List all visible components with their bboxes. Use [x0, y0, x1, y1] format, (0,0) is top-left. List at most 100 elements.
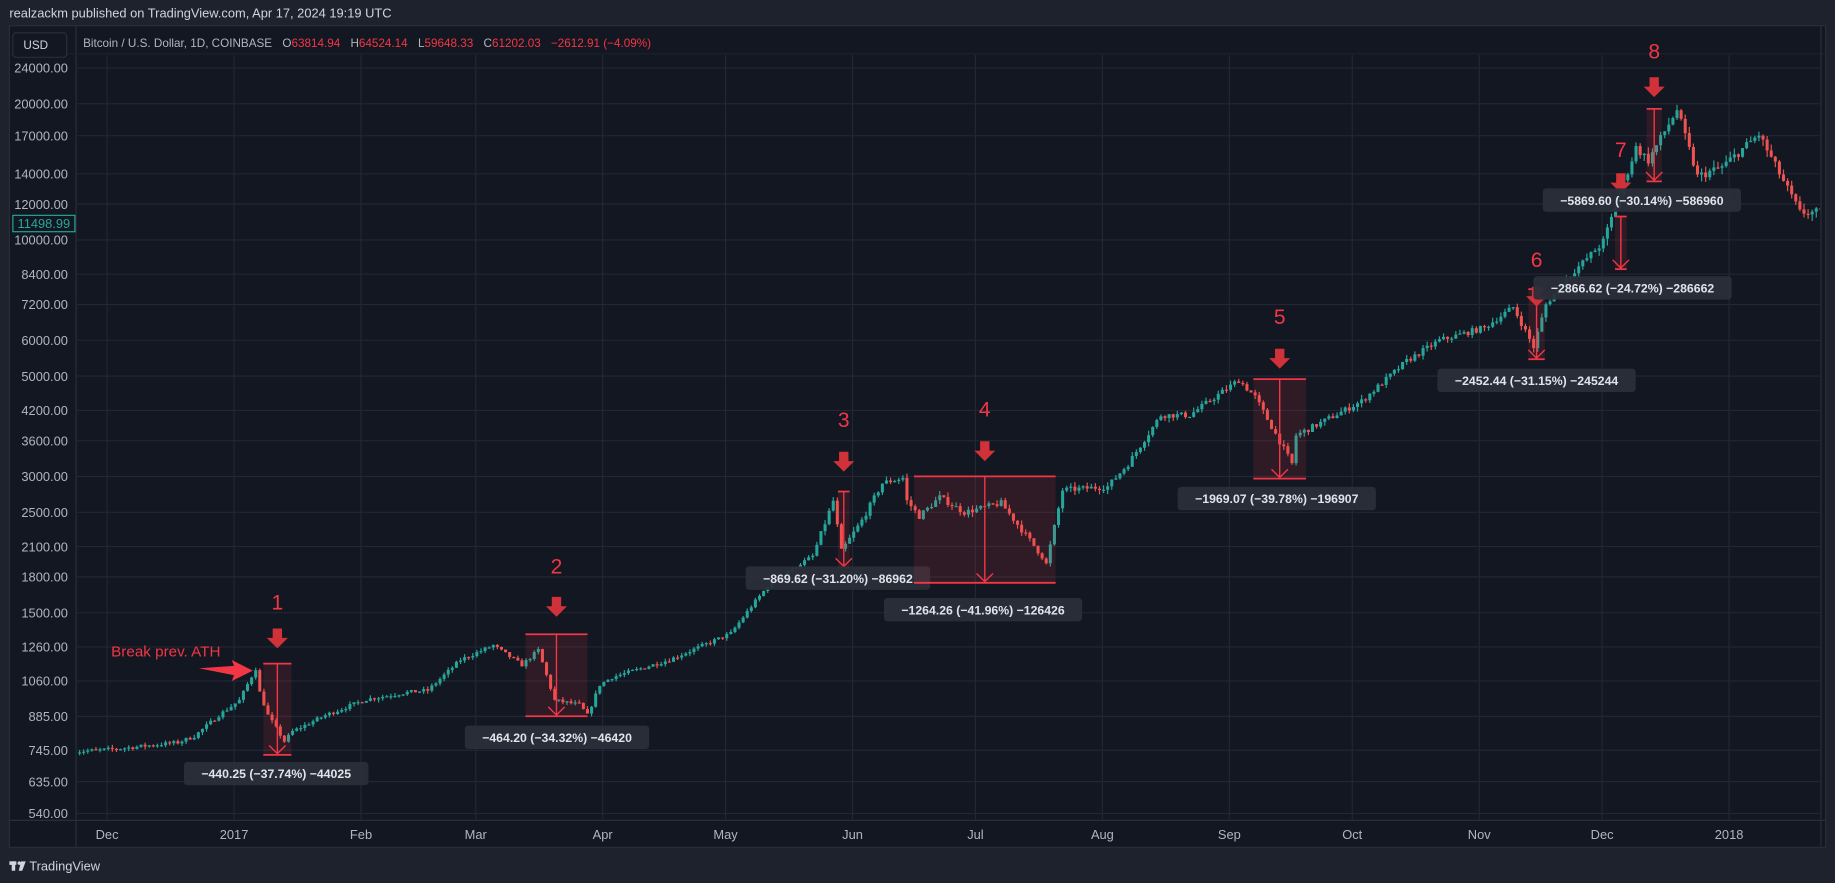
candle-up [819, 530, 823, 546]
candle-up [749, 605, 753, 613]
candle-up [1110, 479, 1114, 490]
drawdown-7[interactable]: 7 −2866.62 (−24.72%) −286662 [1533, 139, 1732, 300]
time-axis[interactable]: Dec 2017 Feb Mar Apr May Jun Jul Aug Sep Oct Nov Dec… [96, 827, 1744, 842]
candle-body [446, 669, 450, 675]
candle-body [229, 706, 233, 711]
drawdown-2[interactable]: 2 −464.20 (−34.32%) −46420 [464, 555, 650, 749]
candle-up [1491, 317, 1495, 329]
candle-body [1757, 135, 1761, 138]
candle-down [372, 697, 377, 702]
candle-up [1052, 524, 1056, 546]
candle-up [254, 667, 258, 680]
drawdown-5[interactable]: 5 −1969.07 (−39.78%) −196907 [1177, 306, 1376, 511]
candle-up [463, 654, 467, 663]
drawdown-4[interactable]: 4 −1264.26 (−41.96%) −126426 [883, 399, 1083, 622]
price-tick-label: 635.00 [29, 774, 68, 789]
candle-up [1589, 251, 1593, 263]
candle-body [1147, 435, 1151, 443]
currency-button[interactable]: USD [12, 32, 68, 58]
candle-down [1695, 160, 1700, 178]
candle-down [1286, 442, 1290, 457]
symbol-legend: Bitcoin / U.S. Dollar, 1D, COINBASE O638… [83, 37, 651, 50]
candle-body [864, 515, 868, 520]
drawdown-label: −1264.26 (−41.96%) −126426 [901, 603, 1065, 617]
price-tick-label: 1800.00 [21, 570, 67, 585]
candle-up [315, 716, 319, 722]
candle-up [311, 719, 315, 727]
candle-body [409, 690, 413, 692]
candle-up [1454, 331, 1458, 339]
candle-body [979, 505, 983, 509]
candle-down [909, 496, 913, 511]
candle-down [1364, 398, 1368, 403]
candle-body [999, 500, 1003, 507]
candle-up [1220, 387, 1224, 394]
candle-body [291, 730, 295, 735]
candle-down [1446, 336, 1450, 343]
candle-body [1229, 384, 1233, 390]
candle-up [221, 709, 225, 720]
tradingview-logo[interactable]: TradingView [9, 859, 101, 874]
candle-body [1274, 429, 1278, 434]
candle-down [131, 746, 135, 751]
candle-up [1106, 482, 1110, 495]
candle-body [848, 537, 852, 544]
candle-body [1691, 146, 1695, 166]
candle-up [1130, 452, 1134, 467]
candle-up [1487, 325, 1491, 331]
candle-up [594, 690, 598, 708]
candle-up [1720, 163, 1724, 175]
price-tick-label: 3000.00 [21, 469, 67, 484]
time-tick-label: May [713, 827, 738, 842]
candle-down [1761, 134, 1765, 146]
candle-up [1597, 244, 1601, 256]
measure-arrowhead [1527, 349, 1546, 360]
candle-down [1315, 424, 1319, 429]
drawdown-3[interactable]: 3 −869.62 (−31.20%) −86962 [745, 409, 931, 590]
price-tick-label: 540.00 [29, 806, 68, 821]
measure-arrowhead [1645, 171, 1663, 182]
candle-body [692, 648, 696, 653]
candle-body [1528, 329, 1532, 339]
drawdown-6[interactable]: 6 −2452.44 (−31.15%) −245244 [1437, 249, 1636, 393]
candle-body [889, 480, 893, 483]
candle-down [1786, 178, 1790, 192]
candle-down [1290, 453, 1294, 465]
candle-body [323, 715, 327, 718]
candle-body [1433, 341, 1437, 347]
candle-up [102, 748, 106, 751]
candle-up [626, 668, 630, 675]
low-value: 59648.33 [424, 37, 473, 50]
ath-note[interactable]: Break prev. ATH [111, 644, 253, 682]
candle-up [966, 506, 970, 518]
candle-body [270, 714, 274, 721]
candle-up [454, 660, 458, 668]
candle-up [82, 749, 86, 755]
candle-body [1376, 384, 1380, 392]
candle-up [807, 555, 811, 561]
candle-body [200, 728, 204, 733]
candle-body [803, 560, 807, 565]
drawdown-8[interactable]: 8 −5869.60 (−30.14%) −586960 [1542, 41, 1742, 212]
candle-body [606, 679, 610, 682]
time-tick-label: Oct [1342, 827, 1362, 842]
candle-up [1536, 328, 1540, 352]
candle-body [1315, 424, 1319, 427]
candle-down [1282, 440, 1286, 451]
measure-arrowhead [1271, 468, 1289, 479]
chart-panel[interactable] [8, 25, 1827, 848]
candle-body [643, 668, 647, 670]
candle-body [1741, 148, 1745, 157]
candle-up [598, 685, 602, 695]
drawdown-1[interactable]: 1 −440.25 (−37.74%) −44025 [183, 592, 369, 786]
candle-up [737, 620, 741, 630]
candle-down [1024, 529, 1028, 536]
candle-up [442, 672, 446, 682]
candle-body [667, 661, 671, 663]
candle-body [717, 637, 721, 640]
candle-body [704, 643, 708, 645]
price-axis[interactable]: 24000.00 20000.00 17000.00 14000.00 12000.00… [14, 61, 68, 822]
candle-body [688, 652, 692, 654]
candle-body [1536, 331, 1540, 349]
candle-up [78, 750, 82, 756]
